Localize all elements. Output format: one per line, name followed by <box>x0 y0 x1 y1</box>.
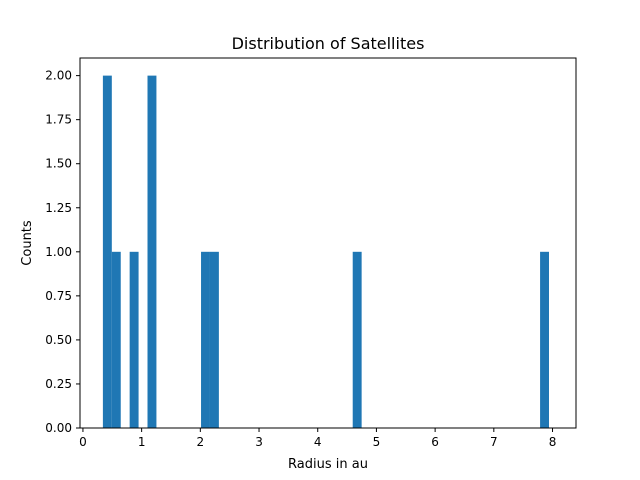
histogram-bar-1 <box>111 251 121 428</box>
y-tick-label: 0.75 <box>45 289 72 303</box>
histogram-bar-0 <box>102 75 112 428</box>
histogram-bar-3 <box>147 75 157 428</box>
histogram-bar-5 <box>209 251 219 428</box>
y-tick-label: 0.00 <box>45 421 72 435</box>
x-tick-label: 7 <box>490 435 498 449</box>
x-tick-label: 4 <box>314 435 322 449</box>
y-tick-label: 0.25 <box>45 377 72 391</box>
x-tick-label: 5 <box>373 435 381 449</box>
y-axis-label: Counts <box>20 220 35 266</box>
y-tick-label: 0.50 <box>45 333 72 347</box>
y-tick-label: 1.50 <box>45 157 72 171</box>
histogram-bar-7 <box>540 251 549 428</box>
x-tick-label: 8 <box>549 435 557 449</box>
x-tick-label: 2 <box>197 435 205 449</box>
y-tick-label: 1.75 <box>45 113 72 127</box>
y-tick-label: 2.00 <box>45 69 72 83</box>
histogram-bar-4 <box>201 251 210 428</box>
x-tick-label: 6 <box>431 435 439 449</box>
bars-group <box>102 75 549 428</box>
histogram-bar-6 <box>352 251 362 428</box>
y-tick-label: 1.00 <box>45 245 72 259</box>
chart-title: Distribution of Satellites <box>232 34 425 53</box>
y-tick-label: 1.25 <box>45 201 72 215</box>
x-axis-ticks: 0 1 2 3 4 5 6 7 8 <box>79 428 556 449</box>
x-tick-label: 1 <box>138 435 146 449</box>
histogram-bar-2 <box>129 251 139 428</box>
y-axis-ticks: 0.00 0.25 0.50 0.75 1.00 1.25 1.50 1.75 2.00 <box>45 69 80 435</box>
plot-frame <box>79 57 577 429</box>
x-axis-label: Radius in au <box>288 457 368 472</box>
x-tick-label: 3 <box>255 435 263 449</box>
x-tick-label: 0 <box>79 435 87 449</box>
